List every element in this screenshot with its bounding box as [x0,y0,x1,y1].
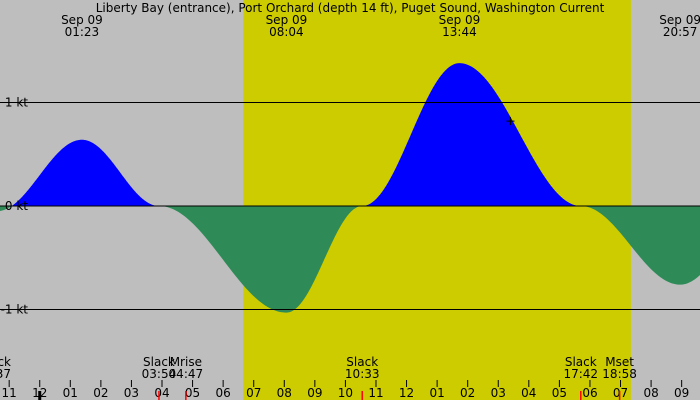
event-time-label: 37 [0,367,11,381]
hour-tick-label: 12 [399,386,414,400]
extreme-date-label: Sep 09 [439,13,481,27]
ebb-area-0 [0,206,12,211]
hour-tick-label: 07 [246,386,261,400]
hour-tick-label: 03 [491,386,506,400]
hour-tick-label: 09 [307,386,322,400]
event-name-label: Mrise [170,355,202,369]
event-name-label: Slack [565,355,597,369]
y-tick-label: -1 kt [1,303,29,317]
flood-area-3 [362,63,581,206]
extreme-date-label: Sep 09 [266,13,308,27]
event-name-label: Slack [0,355,11,369]
extreme-date-label: Sep 09 [61,13,103,27]
event-time-label: 03:54 [142,367,177,381]
event-time-label: 18:58 [602,367,637,381]
chart-title: Liberty Bay (entrance), Port Orchard (de… [96,1,605,15]
y-tick-label: 1 kt [5,96,28,110]
extreme-date-label: Sep 09 [659,13,700,27]
hour-tick-label: 05 [185,386,200,400]
extreme-time-label: 20:57 [663,25,698,39]
hour-tick-label: 02 [93,386,108,400]
ebb-area-2 [158,206,363,313]
hour-tick-label: 09 [674,386,689,400]
hour-tick-label: 03 [124,386,139,400]
event-name-label: Mset [605,355,634,369]
crosshair-cursor [506,117,515,126]
event-time-label: 10:33 [345,367,380,381]
event-time-label: 04:47 [169,367,204,381]
hour-tick-label: 04 [521,386,536,400]
event-time-label: 17:42 [563,367,598,381]
hour-tick-label: 11 [2,386,17,400]
hour-tick-label: 11 [368,386,383,400]
event-name-label: Slack [346,355,378,369]
hour-tick-label: 06 [216,386,231,400]
extreme-time-label: 13:44 [442,25,477,39]
hour-tick-label: 06 [582,386,597,400]
hour-tick-label: 04 [154,386,169,400]
flood-area-1 [11,139,159,206]
hour-tick-label: 08 [277,386,292,400]
extreme-time-label: 01:23 [65,25,100,39]
hour-tick-label: 05 [552,386,567,400]
extreme-time-label: 08:04 [269,25,304,39]
hour-tick-label: 01 [429,386,444,400]
ebb-area-4 [580,206,700,285]
hour-tick-label: 01 [63,386,78,400]
hour-tick-label: 08 [643,386,658,400]
hour-tick-label: 10 [338,386,353,400]
event-name-label: Slack [143,355,175,369]
hour-tick-label: 07 [613,386,628,400]
hour-tick-label: 02 [460,386,475,400]
y-tick-label: 0 kt [5,199,28,213]
